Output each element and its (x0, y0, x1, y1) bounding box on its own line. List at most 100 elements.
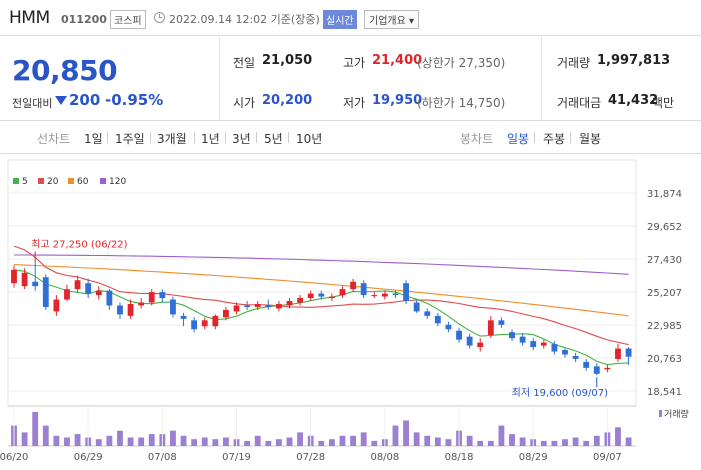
candle-body (254, 303, 261, 307)
prev-close-value: 21,050 (262, 53, 313, 68)
y-axis: 31,874 29,652 27,430 25,207 22,985 20,763 18,5… (647, 189, 682, 398)
tab-1w[interactable]: 1주일 (115, 132, 145, 146)
candlestick-chart[interactable]: 31,874 29,652 27,430 25,207 22,985 20,763 18,5… (0, 154, 701, 470)
prev-close-label: 전일 (233, 56, 256, 70)
candle-body (572, 355, 579, 359)
volume-value: 1,997,813 (597, 53, 671, 68)
candle-body (456, 330, 462, 340)
tab-monthly[interactable]: 월봉 (579, 132, 602, 146)
stock-code: 011200 (61, 13, 107, 26)
x-tick-label: 07/19 (222, 452, 251, 463)
candle-body (562, 350, 568, 355)
volume-legend-swatch (659, 410, 662, 417)
tab-3y[interactable]: 3년 (232, 132, 251, 146)
candle-body (275, 303, 282, 309)
stock-name: HMM (9, 8, 50, 28)
tab-1y[interactable]: 1년 (201, 132, 220, 146)
x-tick-label: 08/18 (445, 452, 474, 463)
volume-bar (328, 439, 335, 446)
volume-bar (212, 439, 219, 446)
volume-bar (127, 437, 134, 446)
candle-body (191, 320, 198, 330)
volume-bar (562, 439, 568, 446)
candle-chart-label: 봉차트 (460, 132, 494, 146)
candle-body (530, 341, 537, 348)
candle-body (466, 336, 473, 346)
candle-body (11, 269, 17, 284)
y-tick-label: 25,207 (647, 288, 682, 299)
y-tick-label: 27,430 (647, 255, 682, 266)
x-tick-label: 06/29 (74, 452, 103, 463)
candle-body (21, 272, 28, 287)
candle-body (64, 289, 70, 300)
tab-weekly[interactable]: 주봉 (543, 132, 566, 146)
high-annotation: 최고 27,250 (06/22) (31, 239, 127, 251)
volume-bar (434, 437, 441, 446)
amount-label: 거래대금 (557, 96, 602, 110)
candle-body (233, 305, 240, 312)
candle-body (286, 301, 293, 306)
candle-body (615, 348, 621, 359)
volume-bar (64, 437, 70, 446)
candle-body (477, 342, 484, 348)
price-summary: 20,850 전일대비 200 -0.95% 전일 21,050 시가 20,2… (0, 37, 701, 121)
tab-5y[interactable]: 5년 (264, 132, 283, 146)
candle-body (318, 293, 325, 297)
y-tick-label: 29,652 (647, 222, 682, 233)
candle-body (127, 303, 134, 316)
x-tick-label: 07/28 (296, 452, 325, 463)
volume-bar (170, 430, 176, 446)
volume-bar (403, 420, 409, 446)
volume-bar (42, 425, 49, 446)
header-bar: HMM 011200 코스피 2022.09.14 12:02 기준(장중) 실… (0, 0, 701, 36)
x-tick-label: 06/20 (0, 452, 28, 463)
low-label: 저가 (343, 96, 366, 110)
tab-daily[interactable]: 일봉 (507, 132, 530, 146)
candle-body (138, 302, 145, 306)
market-badge: 코스피 (110, 10, 146, 29)
volume-bar (583, 440, 590, 446)
volume-bar (223, 437, 229, 446)
tab-1d[interactable]: 1일 (84, 132, 103, 146)
candle-body (551, 344, 558, 352)
volume-bar (32, 412, 39, 446)
volume-bar (572, 437, 579, 446)
ma120-line (14, 254, 629, 275)
annotations: 최고 27,250 (06/22) 최저 19,600 (09/07) (31, 239, 608, 399)
volume-legend-label: 거래량 (664, 408, 689, 420)
tab-10y[interactable]: 10년 (296, 132, 323, 146)
candle-body (540, 342, 547, 346)
candle-body (106, 290, 113, 306)
volume-bar (286, 437, 293, 446)
realtime-button[interactable]: 실시간 (323, 10, 357, 29)
candle-body (201, 320, 208, 327)
legend-ma120: 120 (100, 177, 126, 187)
candle-body (381, 293, 388, 297)
legend-ma20: 20 (38, 177, 58, 187)
legend-ma60: 60 (68, 177, 88, 187)
ma20-line (13, 245, 629, 346)
moving-averages (13, 245, 629, 366)
candle-body (265, 305, 272, 307)
volume-bar (191, 439, 198, 446)
candle-body (244, 305, 251, 307)
volume-bar (244, 440, 251, 446)
tab-3m[interactable]: 3개월 (157, 132, 187, 146)
candle-body (117, 305, 123, 315)
volume-bar (275, 439, 282, 446)
candle-body (392, 293, 399, 296)
x-tick-label: 08/08 (370, 452, 399, 463)
candle-body (85, 283, 92, 294)
y-tick-label: 18,541 (647, 387, 682, 398)
company-overview-dropdown[interactable]: 기업개요 ▾ (364, 10, 419, 29)
volume-bar (117, 430, 123, 446)
candle-body (625, 348, 632, 357)
volume-bar (593, 435, 600, 446)
volume-bar (551, 440, 558, 446)
candle-body (371, 295, 378, 297)
volume-bar (318, 440, 325, 446)
candle-body (593, 366, 600, 374)
x-tick-label: 09/07 (593, 452, 622, 463)
ma60-line (13, 264, 629, 317)
lower-limit: (하한가 14,750) (417, 96, 506, 110)
